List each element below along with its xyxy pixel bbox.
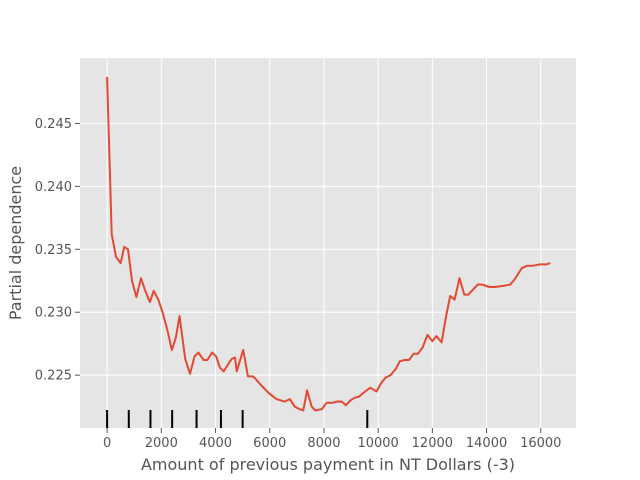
- y-axis-label: Partial dependence: [6, 166, 25, 320]
- plot-area: [80, 58, 576, 428]
- x-tick-label: 14000: [466, 436, 507, 451]
- x-tick-label: 0: [103, 436, 111, 451]
- rug-marks: [106, 410, 369, 428]
- y-tick-label: 0.235: [35, 243, 72, 258]
- x-axis-ticks: 0 2000 4000 6000 8000 10000 12000 14000 16000: [103, 428, 561, 451]
- grid-lines: [80, 58, 576, 428]
- x-axis-label: Amount of previous payment in NT Dollars…: [141, 455, 515, 474]
- x-tick-label: 10000: [357, 436, 398, 451]
- y-tick-label: 0.240: [35, 180, 72, 195]
- partial-dependence-line: [106, 76, 551, 412]
- x-tick-label: 8000: [307, 436, 340, 451]
- y-tick-label: 0.230: [35, 306, 72, 321]
- y-tick-label: 0.225: [35, 369, 72, 384]
- x-tick-label: 12000: [412, 436, 453, 451]
- x-tick-label: 4000: [199, 436, 232, 451]
- y-tick-label: 0.245: [35, 117, 72, 132]
- x-tick-label: 16000: [520, 436, 561, 451]
- x-tick-label: 2000: [145, 436, 178, 451]
- y-axis-ticks: 0.225 0.230 0.235 0.240 0.245: [35, 117, 80, 384]
- x-tick-label: 6000: [253, 436, 286, 451]
